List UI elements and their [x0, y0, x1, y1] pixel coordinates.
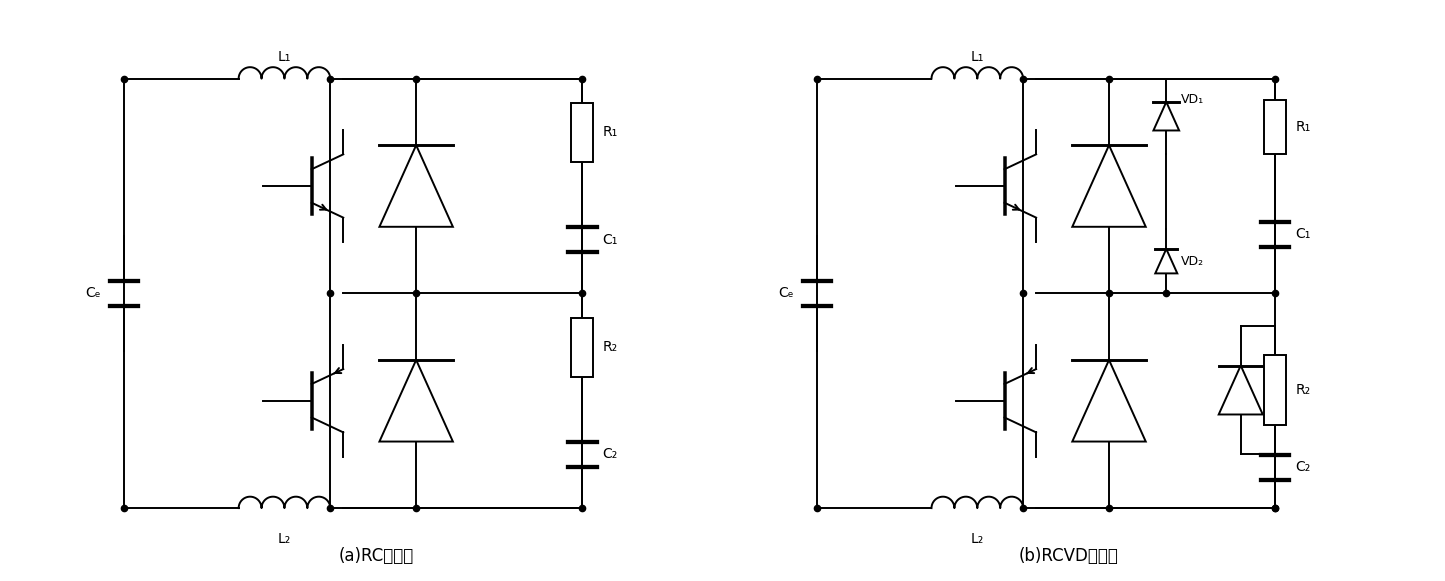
Bar [1264, 354, 1286, 425]
Bar [1264, 101, 1286, 153]
Polygon shape [380, 360, 452, 442]
Text: C₂: C₂ [1295, 460, 1311, 474]
Text: VD₁: VD₁ [1181, 92, 1204, 106]
Polygon shape [1155, 249, 1178, 274]
Text: R₁: R₁ [1295, 120, 1311, 134]
Text: (b)RCVD吸收型: (b)RCVD吸收型 [1019, 547, 1118, 565]
Text: R₁: R₁ [603, 125, 617, 139]
Text: C₂: C₂ [603, 447, 617, 461]
Text: L₂: L₂ [277, 532, 290, 546]
Bar [571, 318, 592, 376]
Polygon shape [1072, 360, 1146, 442]
Polygon shape [1218, 365, 1263, 414]
Text: L₁: L₁ [277, 51, 290, 64]
Text: Cₑ: Cₑ [779, 286, 795, 300]
Text: C₁: C₁ [1295, 227, 1311, 241]
Text: VD₂: VD₂ [1181, 254, 1204, 268]
Text: R₂: R₂ [1295, 383, 1311, 397]
Text: R₂: R₂ [603, 340, 617, 354]
Text: L₂: L₂ [971, 532, 984, 546]
Text: L₁: L₁ [971, 51, 984, 64]
Polygon shape [1072, 145, 1146, 227]
Text: C₁: C₁ [603, 232, 617, 247]
Text: (a)RC吸收型: (a)RC吸收型 [338, 547, 413, 565]
Polygon shape [380, 145, 452, 227]
Text: Cₑ: Cₑ [85, 286, 101, 300]
Polygon shape [1153, 102, 1179, 131]
Bar [571, 103, 592, 162]
